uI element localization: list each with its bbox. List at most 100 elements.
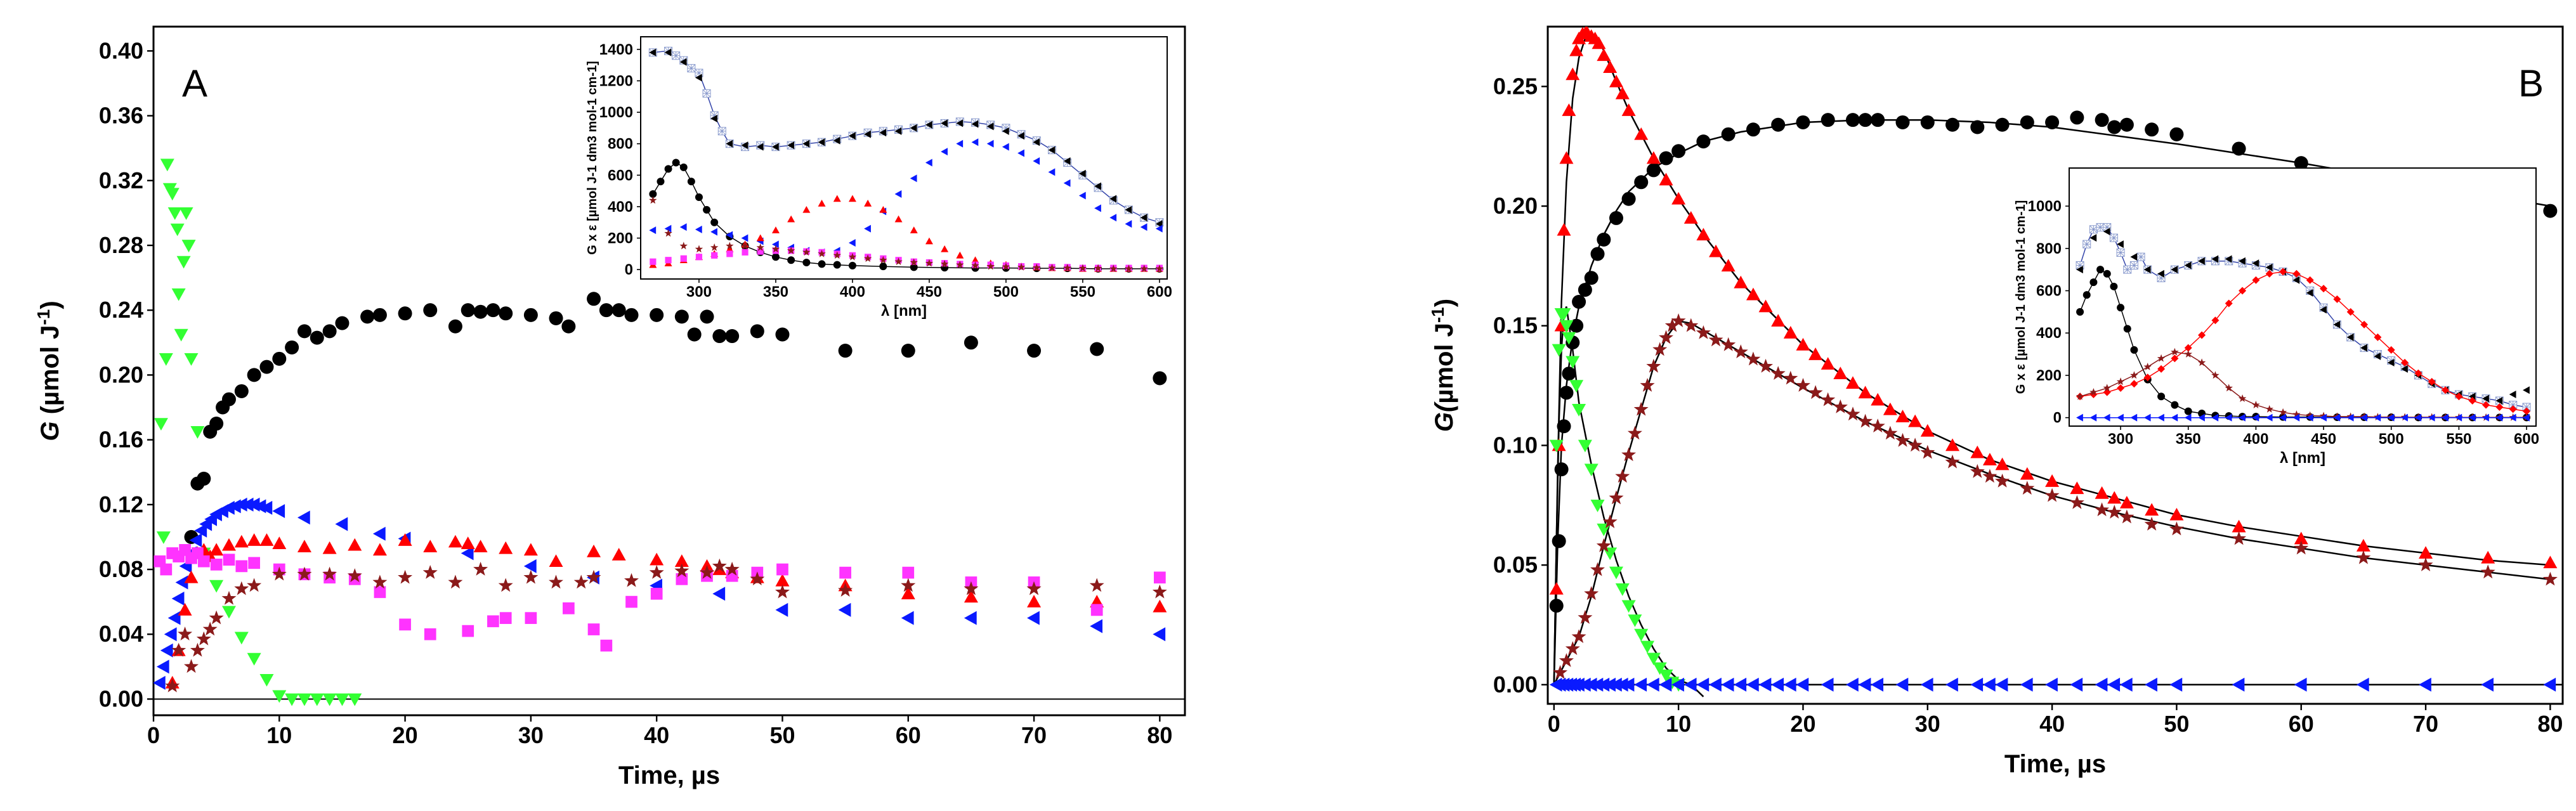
data-point	[775, 327, 790, 342]
data-point	[1027, 595, 1042, 607]
data-point	[248, 557, 260, 569]
data-point	[2144, 516, 2159, 531]
data-point	[2095, 113, 2109, 127]
inset-data-point	[2089, 278, 2098, 287]
data-point	[165, 678, 180, 692]
inset-data-point	[956, 139, 964, 148]
data-point	[1808, 385, 1823, 399]
inset-data-point	[679, 242, 688, 250]
inset-data-point	[726, 242, 734, 250]
inset-data-point	[1017, 263, 1026, 271]
data-point	[1696, 228, 1711, 241]
data-point	[1982, 469, 1997, 483]
data-point	[2095, 502, 2110, 517]
data-point	[1549, 599, 1564, 613]
inset-data-point	[787, 141, 794, 150]
data-point	[285, 340, 299, 354]
inset-data-point	[818, 260, 826, 268]
data-point	[372, 308, 387, 322]
data-point	[1995, 677, 2008, 692]
data-point	[1895, 677, 1909, 692]
data-point	[1562, 103, 1576, 116]
inset-data-point	[802, 248, 811, 256]
data-point	[2481, 677, 2494, 692]
inset-data-point	[910, 258, 918, 266]
data-point	[179, 207, 193, 220]
data-point	[1895, 432, 1910, 447]
inset-y-tick-label: 1400	[599, 41, 633, 58]
inset-data-point	[1109, 195, 1117, 203]
inset-data-point	[971, 261, 979, 269]
inset-data-point	[726, 231, 733, 239]
data-point	[1566, 67, 1580, 81]
data-point	[1758, 299, 1773, 313]
data-point	[1621, 677, 1635, 692]
data-point	[374, 586, 386, 599]
inset-data-point	[2103, 384, 2111, 392]
inset-data-point	[2320, 306, 2327, 314]
data-point	[1646, 652, 1661, 666]
inset-data-point	[833, 136, 840, 145]
data-point	[398, 569, 413, 584]
data-point	[1770, 366, 1786, 380]
inset-data-point	[649, 226, 657, 235]
data-point	[1592, 36, 1606, 49]
inset-data-point	[2387, 413, 2395, 422]
inset-data-point	[1017, 132, 1024, 140]
inset-data-point	[2292, 269, 2301, 278]
data-point	[1571, 629, 1586, 644]
inset-y-tick-label: 400	[2036, 325, 2062, 342]
data-point	[423, 540, 438, 553]
data-point	[209, 580, 224, 593]
data-point	[1578, 439, 1592, 453]
data-point	[1858, 677, 1871, 692]
inset-data-point	[2143, 373, 2152, 382]
data-point	[563, 602, 575, 614]
data-point	[1671, 313, 1686, 327]
x-tick-label: 70	[1021, 722, 1047, 748]
data-point	[2107, 491, 2122, 504]
inset-data-point	[710, 228, 717, 236]
inset-x-tick-label: 300	[686, 283, 712, 301]
data-point	[196, 631, 211, 646]
data-point	[1771, 117, 1786, 132]
data-point	[1153, 371, 1167, 386]
inset-data-point	[864, 224, 871, 233]
data-point	[1796, 115, 1810, 129]
data-point	[901, 611, 914, 625]
inset-data-point	[2333, 413, 2341, 422]
inset-data-point	[2197, 358, 2206, 367]
data-point	[1920, 677, 1933, 692]
inset-data-point	[848, 252, 857, 261]
data-point	[272, 351, 287, 366]
data-point	[2044, 488, 2060, 502]
data-point	[901, 587, 915, 600]
data-point	[234, 632, 249, 645]
inset-data-point	[802, 139, 810, 148]
inset-y-tick-label: 800	[2036, 240, 2062, 257]
inset-data-point	[1109, 264, 1118, 273]
inset-data-point	[848, 261, 856, 269]
data-point	[2119, 509, 2135, 524]
inset-data-point	[2292, 276, 2300, 284]
data-point	[2045, 474, 2060, 487]
y-tick-label: 0.36	[99, 103, 143, 129]
data-point	[1584, 586, 1599, 600]
inset-data-point	[2252, 413, 2259, 422]
data-point	[1549, 581, 1564, 595]
data-point	[587, 292, 601, 306]
data-point	[964, 335, 978, 350]
inset-data-point	[672, 159, 680, 167]
y-axis-title: G(µmol J-1)	[1428, 299, 1458, 432]
data-point	[523, 559, 537, 573]
data-point	[1709, 244, 1723, 257]
data-point	[1746, 122, 1760, 137]
data-point	[1821, 113, 1835, 127]
data-point	[1796, 677, 1809, 692]
data-point	[1621, 191, 1636, 206]
inset-data-point	[2089, 413, 2097, 422]
inset-data-point	[910, 124, 917, 132]
data-point	[297, 693, 311, 706]
inset-data-point	[879, 256, 887, 264]
data-point	[1883, 425, 1898, 440]
